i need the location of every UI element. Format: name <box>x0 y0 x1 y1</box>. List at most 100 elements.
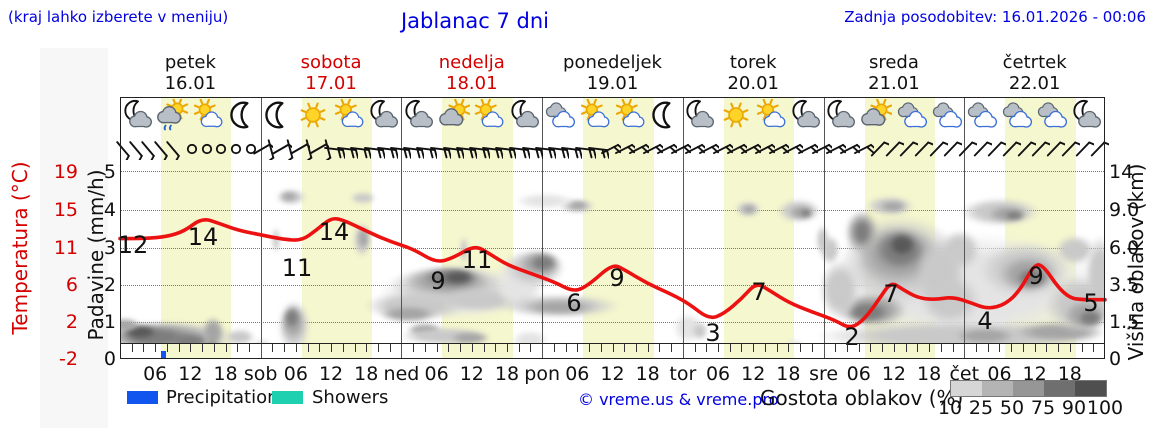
hour-tick <box>811 344 813 352</box>
credit-link[interactable]: © vreme.us & vreme.pro <box>578 390 779 409</box>
hour-tick <box>776 344 778 352</box>
wind-barb-icon <box>468 138 492 160</box>
wind-barb-icon <box>494 138 518 160</box>
wind-barb-icon <box>574 138 597 160</box>
hour-tick <box>577 344 579 352</box>
cloud-blob <box>204 341 220 343</box>
hour-tick <box>706 344 708 352</box>
moon-icon <box>262 99 294 131</box>
cloud-axis-tick: 1.5 <box>1109 311 1140 333</box>
hour-tick <box>342 344 344 352</box>
day-name: torek <box>729 52 777 73</box>
temperature-value-label: 11 <box>461 246 493 274</box>
cloud-axis-tick: 6.0 <box>1109 237 1140 259</box>
hour-tick <box>553 344 555 352</box>
cloud-axis-tick: 14 <box>1109 161 1134 183</box>
hour-tick <box>917 344 919 352</box>
moon-cloud-icon <box>1071 99 1103 131</box>
moon-cloud-icon <box>825 99 857 131</box>
cloud-blob <box>800 209 812 217</box>
temperature-value-label: 14 <box>187 223 219 251</box>
temperature-value-label: 3 <box>705 319 721 347</box>
hour-tick <box>589 344 591 352</box>
cloud-blob <box>515 193 575 209</box>
temperature-value-label: 9 <box>430 267 446 295</box>
hour-tick <box>952 344 954 352</box>
hour-tick <box>436 344 438 352</box>
wind-barb-icon <box>402 138 426 160</box>
temperature-value-label: 14 <box>318 218 350 246</box>
temperature-value-label: 12 <box>117 231 149 259</box>
x-hour-label: 12 <box>318 363 344 385</box>
hour-tick <box>202 344 204 352</box>
hour-tick <box>131 344 133 352</box>
hour-tick <box>1011 344 1013 352</box>
precip-axis-tick: 1 <box>103 311 116 333</box>
x-hour-label: 18 <box>635 363 660 385</box>
hour-tick <box>1069 344 1071 352</box>
x-hour-label: 18 <box>354 363 379 385</box>
temperature-value-label: 7 <box>751 278 767 306</box>
x-hour-label: 12 <box>459 363 484 385</box>
hour-tick <box>178 344 180 352</box>
moon-cloud-icon <box>368 99 400 131</box>
hour-tick <box>718 344 720 352</box>
temp-axis-tick: 2 <box>65 311 78 333</box>
temperature-value-label: 7 <box>883 280 899 308</box>
moon-cloud-icon <box>509 99 541 131</box>
hour-tick <box>858 344 860 352</box>
hour-tick <box>471 344 473 352</box>
left-axis-strip <box>40 48 108 428</box>
hour-tick <box>835 344 837 352</box>
temperature-value-label: 5 <box>1083 289 1099 317</box>
cloud-blob <box>252 339 272 343</box>
day-name: nedelja <box>438 52 505 73</box>
hour-tick <box>671 344 673 352</box>
wind-barb-icon <box>547 138 571 160</box>
x-hour-label: 06 <box>143 363 168 385</box>
clouds-icon <box>544 99 576 131</box>
hour-tick <box>424 344 426 352</box>
x-hour-label: 18 <box>917 363 942 385</box>
hour-tick <box>319 344 321 352</box>
hour-tick <box>753 344 755 352</box>
wind-barb-icon <box>389 138 412 160</box>
wind-barb-icon <box>521 138 544 160</box>
day-date: 18.01 <box>446 73 498 94</box>
hour-tick <box>764 344 766 352</box>
clouds-icon <box>931 99 963 131</box>
moon-cloud-icon <box>403 99 435 131</box>
hour-tick <box>307 344 309 352</box>
hour-tick <box>506 344 508 352</box>
temperature-value-label: 11 <box>281 254 313 282</box>
x-hour-label: 06 <box>283 363 308 385</box>
showers-swatch <box>272 391 303 404</box>
hour-tick <box>213 344 215 352</box>
hour-tick <box>225 344 227 352</box>
cloud-blob <box>450 332 490 343</box>
hour-tick <box>248 344 250 352</box>
hour-tick <box>295 344 297 352</box>
wind-calm-icon <box>225 138 247 160</box>
x-hour-label: 18 <box>213 363 238 385</box>
moon-cloud-icon <box>684 99 716 131</box>
density-color-segment <box>982 381 1013 396</box>
precip-axis-tick: 2 <box>103 274 116 296</box>
moon-cloud-icon <box>122 99 154 131</box>
hour-tick <box>495 344 497 352</box>
temperature-value-label: 4 <box>977 307 993 335</box>
hour-tick <box>377 344 379 352</box>
hour-tick <box>272 344 274 352</box>
day-name: četrtek <box>1002 52 1067 73</box>
temp-axis-tick: 6 <box>65 274 78 296</box>
hour-tick <box>976 344 977 352</box>
wind-calm-icon <box>240 138 262 160</box>
cloud-blob <box>350 192 376 204</box>
cloud-blob <box>1004 210 1024 220</box>
cloud-blob <box>512 330 548 343</box>
cloud-blob <box>955 328 1015 343</box>
clouds-icon <box>1036 99 1068 131</box>
hour-tick <box>870 344 872 352</box>
